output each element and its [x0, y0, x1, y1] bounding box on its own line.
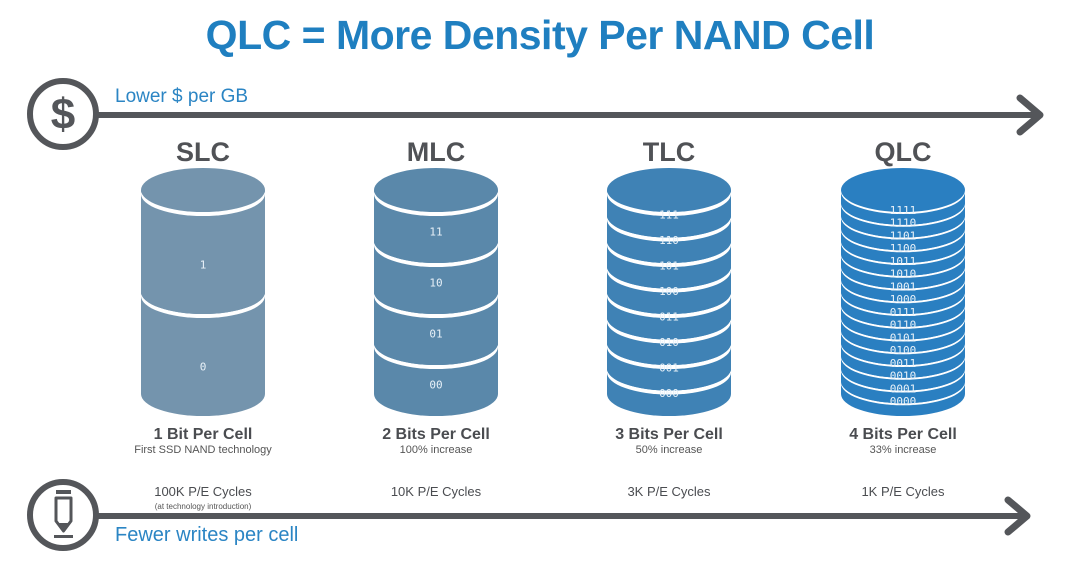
pencil-icon: [27, 479, 99, 551]
level-label: 010: [659, 336, 679, 349]
level-label: 0101: [890, 331, 917, 344]
pe-cycles: 10K P/E Cycles: [390, 484, 482, 499]
dollar-icon: $: [27, 78, 99, 150]
bottom-axis-label: Fewer writes per cell: [115, 524, 299, 546]
slc-cylinder: 10: [141, 168, 265, 416]
cell-type-title: TLC: [642, 137, 696, 167]
density-note: 33% increase: [869, 444, 937, 456]
bits-per-cell: 4 Bits Per Cell: [849, 426, 957, 443]
level-label: 1: [200, 258, 207, 271]
density-note: 100% increase: [399, 444, 473, 456]
level-label: 00: [429, 378, 442, 391]
level-cap: [841, 168, 965, 212]
level-label: 0111: [890, 306, 917, 319]
level-label: 01: [429, 327, 442, 340]
mlc-cylinder: 11 10 01 00: [374, 168, 498, 416]
level-label: 001: [659, 362, 679, 375]
level-label: 1011: [890, 255, 917, 268]
level-cap: [607, 168, 731, 212]
page-title: QLC = More Density Per NAND Cell: [205, 12, 875, 58]
pe-cycles: 1K P/E Cycles: [861, 484, 945, 499]
top-arrow-head: [1016, 94, 1044, 136]
qlc-cylinder: 1111111011011100101110101001100001110110…: [841, 168, 965, 416]
bottom-arrow-head: [1004, 496, 1031, 536]
density-note: 50% increase: [635, 444, 703, 456]
level-label: 0100: [890, 344, 917, 357]
level-label: 111: [659, 209, 679, 222]
level-label: 11: [429, 225, 442, 238]
level-label: 1100: [890, 242, 917, 255]
level-label: 0: [200, 360, 207, 373]
level-label: 1000: [890, 293, 917, 306]
bits-per-cell: 3 Bits Per Cell: [615, 426, 723, 443]
level-label: 1001: [890, 280, 917, 293]
bits-per-cell: 2 Bits Per Cell: [382, 426, 490, 443]
top-axis: $: [27, 78, 1044, 150]
level-label: 0110: [890, 319, 917, 332]
bits-per-cell: 1 Bit Per Cell: [153, 426, 253, 443]
cell-level: [141, 292, 265, 416]
level-label: 000: [659, 387, 679, 400]
svg-text:$: $: [51, 90, 75, 139]
level-label: 1110: [890, 217, 917, 230]
level-label: 0011: [890, 357, 917, 370]
cell-type-title: SLC: [176, 137, 230, 167]
cell-type-title: QLC: [874, 137, 932, 167]
pe-cycles-note: (at technology introduction): [154, 502, 252, 511]
cell-level: [141, 190, 265, 314]
level-label: 1010: [890, 268, 917, 281]
tlc-cylinder: 111 110 101 100 011 010 001 000: [607, 168, 731, 416]
level-label: 0000: [890, 395, 917, 408]
level-label: 110: [659, 234, 679, 247]
level-cap: [374, 168, 498, 212]
pe-cycles: 3K P/E Cycles: [627, 484, 711, 499]
level-label: 101: [659, 260, 679, 273]
top-axis-label: Lower $ per GB: [115, 86, 249, 107]
level-label: 011: [659, 311, 679, 324]
pe-cycles: 100K P/E Cycles: [154, 484, 252, 499]
cylinders: 1011100100111110101100011010001000111111…: [141, 168, 965, 416]
cell-type-title: MLC: [406, 137, 466, 167]
level-label: 1101: [890, 229, 917, 242]
level-label: 100: [659, 285, 679, 298]
level-label: 0010: [890, 370, 917, 383]
level-label: 0001: [890, 382, 917, 395]
level-label: 1111: [890, 204, 917, 217]
level-label: 10: [429, 276, 442, 289]
density-note: First SSD NAND technology: [134, 444, 272, 456]
bottom-axis: [27, 479, 1031, 551]
level-cap: [141, 168, 265, 212]
